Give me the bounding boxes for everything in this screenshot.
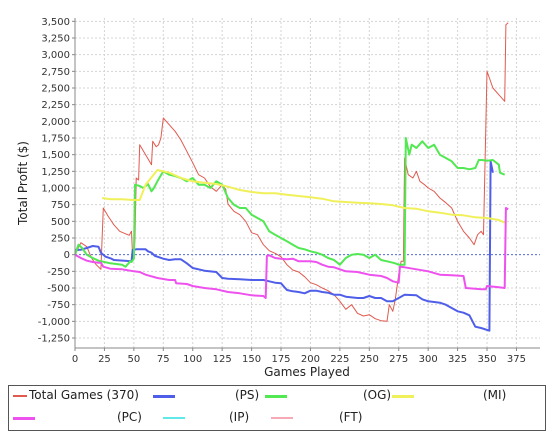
x-tick-label: 100: [183, 354, 202, 365]
y-tick-label: 3,500: [41, 17, 70, 28]
y-tick-label: -750: [47, 300, 70, 311]
x-tick-label: 375: [507, 354, 526, 365]
y-tick-label: 2,000: [41, 117, 70, 128]
y-tick-label: -1,250: [38, 334, 70, 345]
x-tick-label: 0: [72, 354, 78, 365]
plot-background: [75, 18, 540, 348]
series-line-4: [74, 207, 509, 299]
x-tick-label: 225: [330, 354, 349, 365]
y-tick-label: 1,250: [41, 167, 70, 178]
x-axis-label: Games Played: [264, 365, 350, 379]
legend-label-ps: (PS): [235, 388, 260, 402]
x-tick-label: 50: [127, 354, 140, 365]
legend-label-mi: (MI): [483, 388, 507, 402]
series-line-1: [74, 160, 494, 332]
y-tick-label: 3,000: [41, 50, 70, 61]
legend-swatch-mi: [392, 395, 414, 398]
legend-swatch-ip: [163, 417, 185, 419]
series-line-0: [74, 22, 509, 322]
y-tick-label: 0: [64, 250, 70, 261]
legend-swatch-total-games: [13, 395, 27, 397]
y-tick-label: -1,000: [38, 317, 70, 328]
y-tick-label: 750: [51, 200, 70, 211]
y-tick-label: 1,000: [41, 184, 70, 195]
legend-label-ft: (FT): [339, 410, 363, 424]
y-tick-label: -250: [47, 267, 70, 278]
x-tick-label: 275: [389, 354, 408, 365]
y-tick-label: 500: [51, 217, 70, 228]
x-tick-label: 75: [157, 354, 170, 365]
y-tick-label: 1,500: [41, 150, 70, 161]
y-tick-label: 1,750: [41, 134, 70, 145]
y-tick-label: 2,500: [41, 84, 70, 95]
legend-label-ip: (IP): [229, 410, 250, 424]
legend-label-pc: (PC): [117, 410, 142, 424]
y-tick-label: 2,750: [41, 67, 70, 78]
legend-label-og: (OG): [363, 388, 392, 402]
legend-swatch-og: [265, 395, 287, 398]
y-tick-label: 250: [51, 234, 70, 245]
x-tick-label: 350: [477, 354, 496, 365]
x-tick-label: 175: [271, 354, 290, 365]
x-tick-label: 300: [419, 354, 438, 365]
x-tick-label: 150: [242, 354, 261, 365]
legend-swatch-pc: [13, 417, 35, 420]
x-tick-label: 325: [448, 354, 467, 365]
x-tick-label: 200: [301, 354, 320, 365]
y-tick-label: -500: [47, 284, 70, 295]
axes: 0 25 50 75 100 125 150 175 200 225 250 275 300 325 350…: [38, 17, 540, 365]
series-line-2: [74, 137, 506, 268]
y-axis-label: Total Profit ($): [16, 141, 30, 226]
legend: Total Games (370) (PS) (OG) (MI) (PC) (I…: [8, 385, 546, 431]
y-tick-label: 3,250: [41, 34, 70, 45]
chart-area: 0 25 50 75 100 125 150 175 200 225 250 275 300 325 350…: [16, 17, 540, 379]
series-layer: [74, 22, 509, 332]
legend-swatch-ft: [271, 417, 293, 419]
x-tick-label: 125: [213, 354, 232, 365]
x-tick-label: 250: [360, 354, 379, 365]
legend-swatch-ps: [153, 395, 175, 398]
legend-label-total-games: Total Games (370): [29, 388, 139, 402]
series-line-3: [101, 169, 506, 224]
y-tick-label: 2,250: [41, 100, 70, 111]
x-tick-label: 25: [98, 354, 111, 365]
